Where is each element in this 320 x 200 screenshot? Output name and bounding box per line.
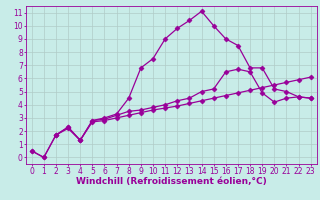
X-axis label: Windchill (Refroidissement éolien,°C): Windchill (Refroidissement éolien,°C) <box>76 177 267 186</box>
